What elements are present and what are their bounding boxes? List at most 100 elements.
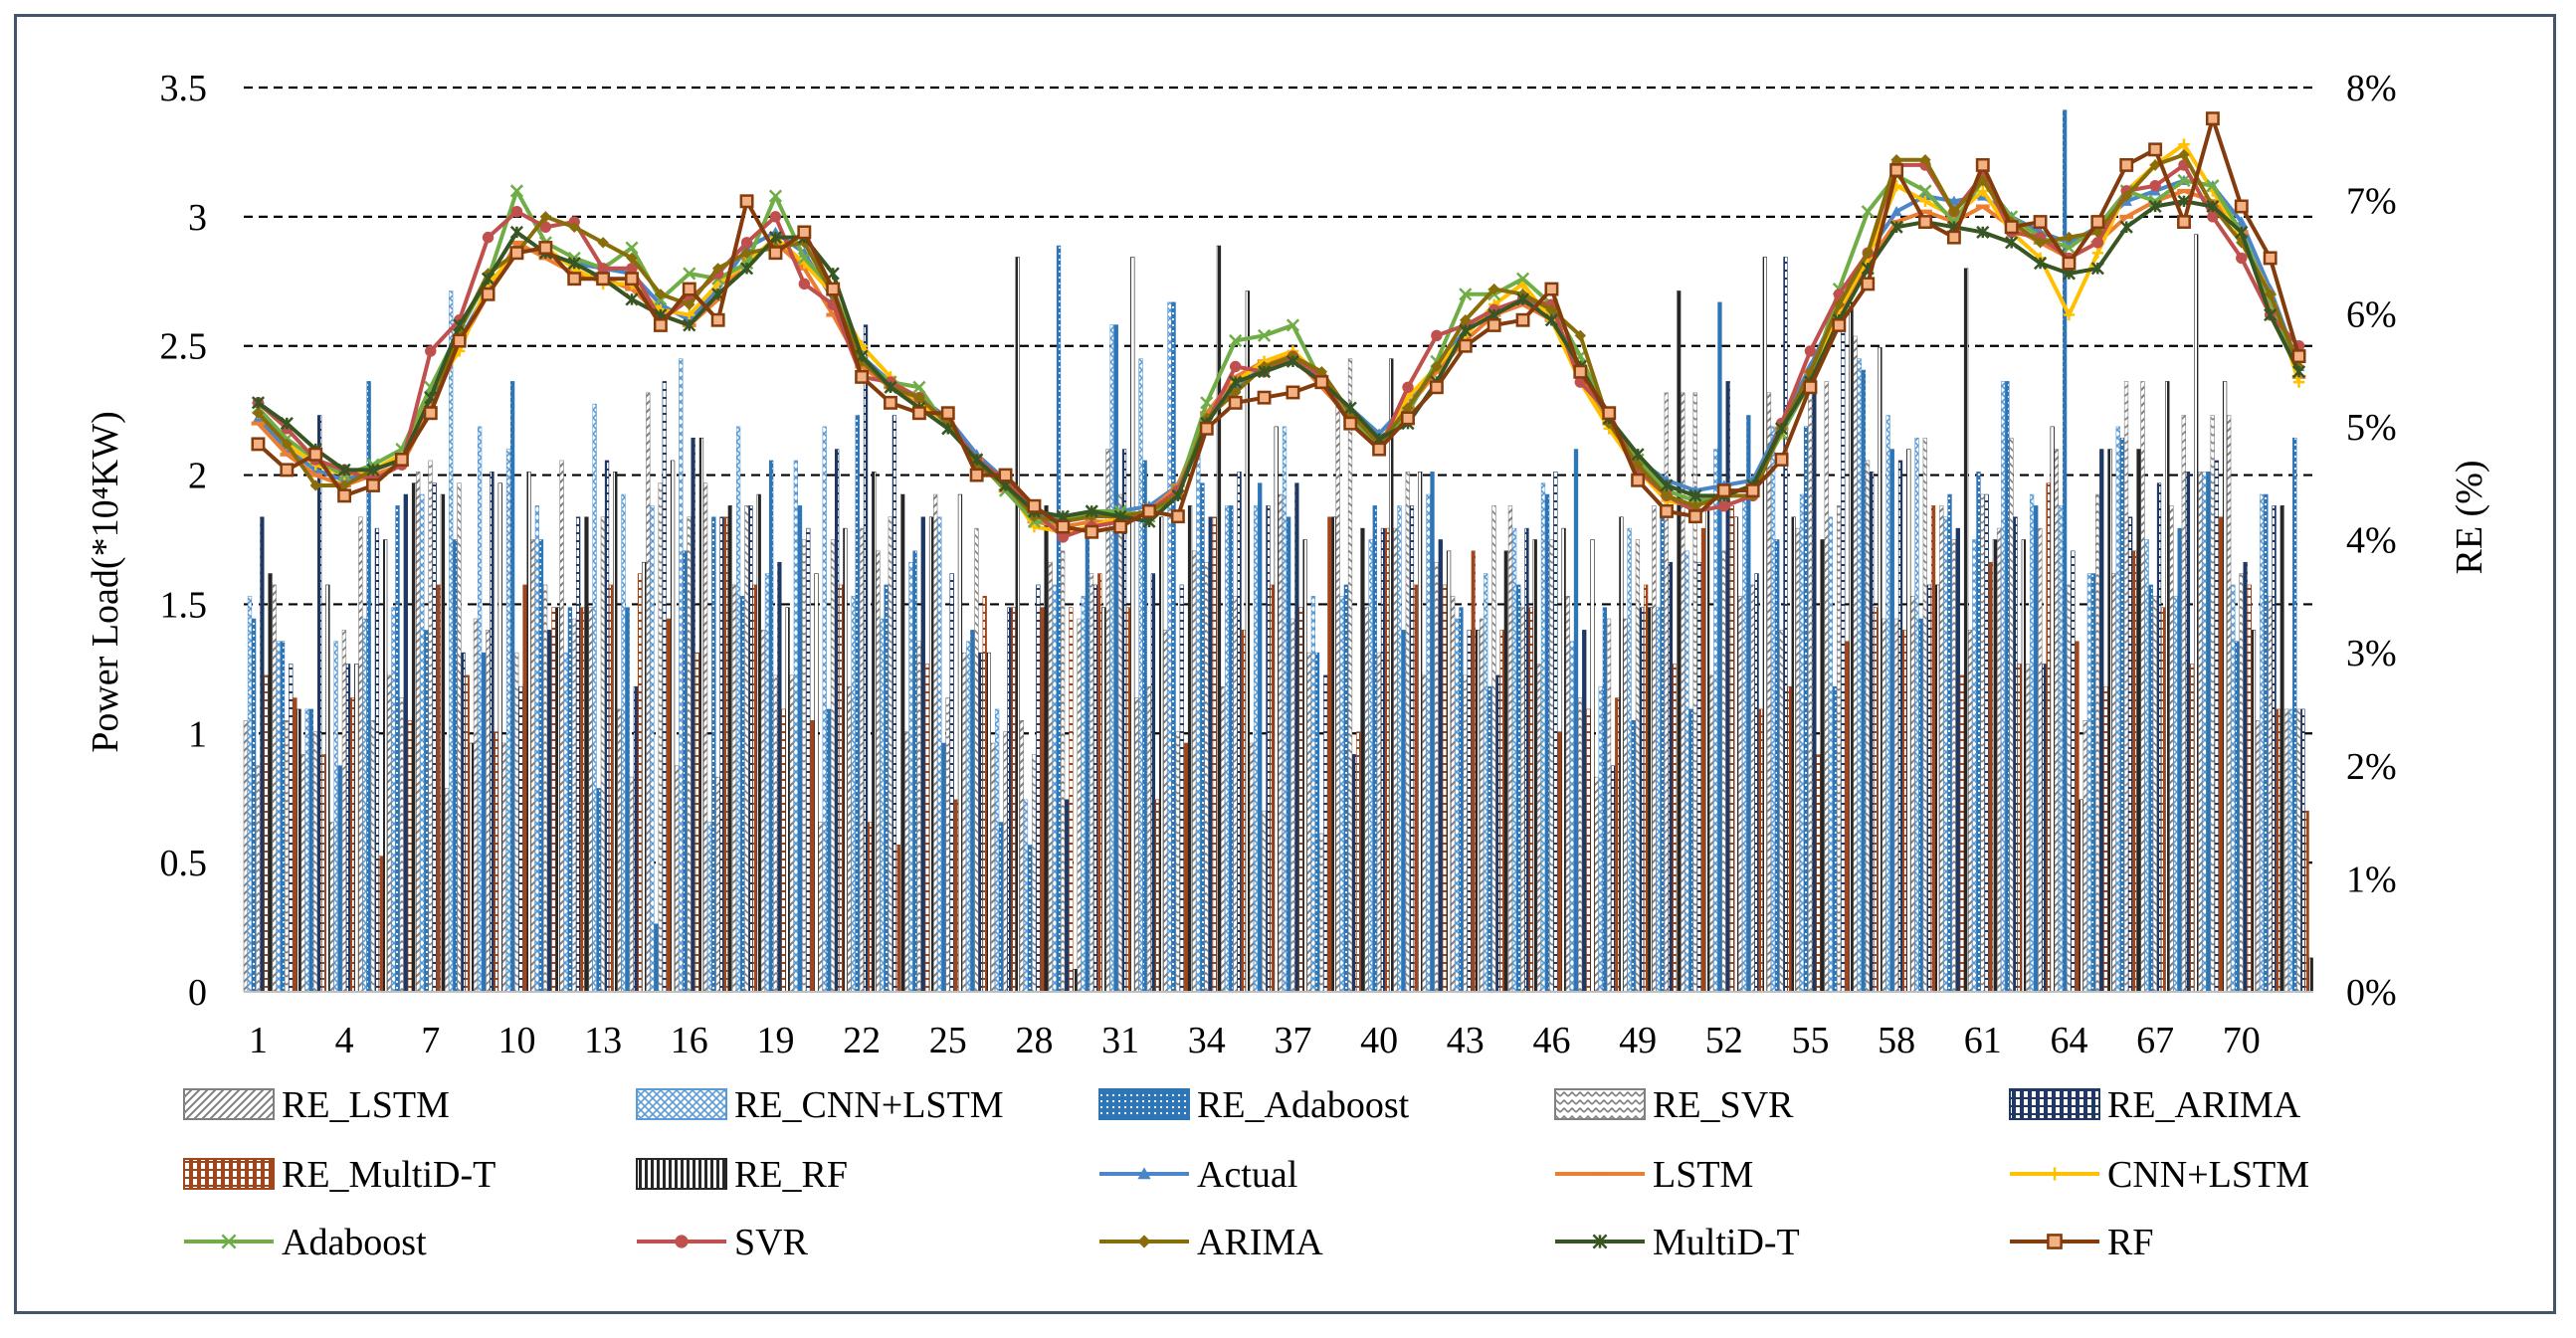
bar [777, 561, 782, 993]
bar [1750, 584, 1755, 993]
bar [1192, 550, 1197, 993]
marker [1544, 313, 1559, 327]
legend-label: RE_SVR [1653, 1084, 1794, 1126]
bar [383, 539, 388, 993]
marker [740, 247, 753, 259]
marker [568, 221, 580, 233]
y2-tick-label: 5% [2346, 407, 2397, 449]
bar [2276, 708, 2280, 993]
bar [1988, 561, 1993, 993]
bar [748, 505, 753, 993]
marker [998, 468, 1013, 482]
marker [2120, 190, 2132, 202]
bar [1619, 516, 1624, 993]
bar [1077, 618, 1082, 993]
bar [1027, 844, 1033, 993]
bar [1828, 516, 1834, 993]
bar [884, 584, 889, 993]
bar [2243, 561, 2248, 993]
marker [1486, 317, 1501, 332]
y-tick-label: 1.5 [160, 584, 208, 626]
bar [694, 652, 699, 993]
marker [1861, 205, 1875, 219]
marker [1027, 498, 1042, 513]
bar [1343, 584, 1349, 993]
bar [1134, 697, 1139, 993]
bar [1812, 369, 1817, 993]
y2-tick-label: 8% [2346, 68, 2397, 109]
bar [2198, 472, 2203, 993]
bar [1430, 472, 1435, 993]
y2-tick-label: 2% [2346, 746, 2397, 788]
bar [2194, 234, 2199, 993]
bar [387, 674, 392, 993]
bar [2107, 449, 2112, 993]
bar [1233, 596, 1238, 993]
bar [362, 618, 367, 993]
marker [1314, 375, 1329, 390]
bar [604, 460, 610, 993]
marker [1833, 298, 1846, 310]
bar [1426, 493, 1431, 993]
marker [626, 263, 638, 275]
x-tick-label: 13 [584, 1020, 622, 1061]
bar [1878, 347, 1882, 993]
bar [1635, 539, 1641, 993]
bar [2255, 719, 2261, 993]
bar [822, 426, 827, 993]
bar [1418, 472, 1423, 993]
bar [1331, 516, 1336, 993]
bar [756, 493, 761, 993]
bar [1845, 641, 1850, 993]
bar [764, 573, 770, 993]
bar [1713, 449, 1718, 993]
bar [2161, 607, 2166, 993]
bar [806, 527, 811, 993]
bar [1196, 449, 1201, 993]
bar [1729, 505, 1734, 993]
y2-tick-label: 6% [2346, 293, 2397, 335]
bar [555, 607, 560, 993]
bar [247, 596, 253, 993]
line-series-rf [251, 111, 2306, 539]
bar [588, 607, 593, 993]
bar [1762, 257, 1767, 993]
bar [698, 437, 704, 993]
bar [2251, 630, 2257, 993]
bar [1413, 584, 1419, 993]
bar [1507, 505, 1513, 993]
bar [596, 788, 601, 993]
bar [1073, 968, 1078, 993]
legend-label: RE_RF [734, 1154, 848, 1196]
bar [2300, 708, 2305, 993]
marker [2149, 179, 2161, 192]
marker [625, 292, 639, 306]
bar [834, 449, 840, 993]
marker [1460, 314, 1472, 326]
bar [1725, 381, 1730, 993]
marker [1774, 453, 1789, 467]
bar [702, 482, 708, 993]
marker [1631, 448, 1645, 462]
bar [2082, 719, 2087, 993]
marker [768, 246, 783, 261]
bar [1808, 392, 1813, 993]
bar [1401, 630, 1406, 993]
legend-swatch [183, 1088, 275, 1120]
bar [2227, 415, 2232, 993]
marker [1660, 503, 1674, 518]
bar [1294, 482, 1299, 993]
bar [970, 630, 975, 993]
bar [1594, 776, 1599, 993]
marker [1803, 380, 1818, 395]
bar [735, 426, 741, 993]
x-tick-label: 25 [929, 1020, 967, 1061]
marker [509, 184, 524, 198]
bar [719, 516, 724, 993]
legend-swatch [1554, 1088, 1646, 1120]
bar [2046, 482, 2051, 993]
bar [316, 415, 322, 993]
bar [646, 392, 651, 993]
bar [1652, 505, 1657, 993]
bar [810, 719, 815, 993]
